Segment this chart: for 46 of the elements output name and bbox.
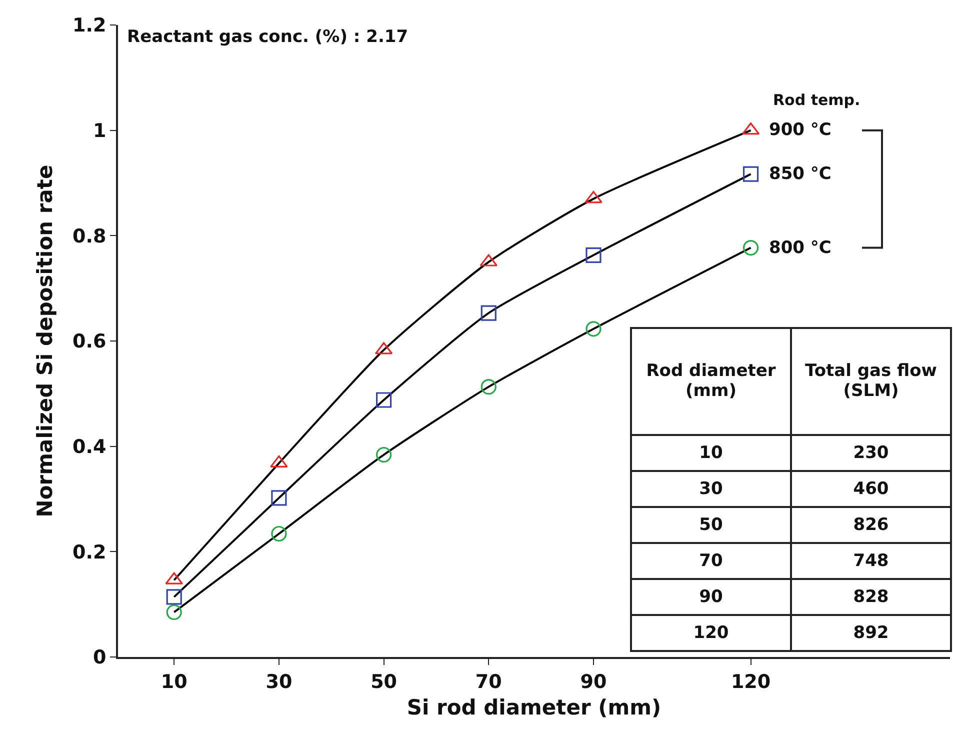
annotation: 828 bbox=[791, 579, 951, 615]
annotation: Total gas flow (SLM) bbox=[791, 328, 951, 435]
point bbox=[166, 604, 182, 620]
series-label: 900 °C bbox=[769, 120, 832, 140]
point bbox=[271, 490, 287, 506]
annotation: 892 bbox=[791, 615, 951, 651]
point bbox=[480, 305, 496, 321]
series-label: 800 °C bbox=[769, 238, 832, 258]
annotation: 50 bbox=[631, 507, 791, 543]
y-tick-label: 0.4 bbox=[72, 436, 106, 458]
y-tick-label: 0.8 bbox=[72, 225, 106, 248]
y-tick-label: 0.6 bbox=[72, 330, 106, 353]
y-tick-label: 0.2 bbox=[72, 541, 106, 564]
annotation: Rod temp. bbox=[773, 91, 860, 109]
series-label: 850 °C bbox=[769, 164, 832, 184]
point bbox=[271, 526, 287, 542]
y-tick-label: 0 bbox=[92, 646, 106, 669]
y-axis-title: Normalized Si deposition rate bbox=[33, 164, 58, 518]
x-axis-title: Si rod diameter (mm) bbox=[406, 696, 662, 720]
point bbox=[480, 379, 496, 395]
y-tick-label: 1 bbox=[92, 120, 106, 142]
annotation: 70 bbox=[631, 543, 791, 579]
annotation: 460 bbox=[791, 471, 951, 507]
annotation: Reactant gas conc. (%) : 2.17 bbox=[127, 27, 408, 47]
annotation: 30 bbox=[631, 471, 791, 507]
x-tick-label: 10 bbox=[160, 670, 188, 693]
annotation: 826 bbox=[791, 507, 951, 543]
annotation: 120 bbox=[631, 615, 791, 651]
annotation: 90 bbox=[631, 579, 791, 615]
point bbox=[376, 446, 392, 463]
x-tick-label: 50 bbox=[370, 670, 398, 693]
x-tick-label: 90 bbox=[580, 670, 607, 693]
y-tick-label: 1.2 bbox=[72, 14, 106, 37]
point bbox=[166, 589, 182, 605]
annotation: 10 bbox=[631, 435, 791, 471]
x-tick-label: 120 bbox=[730, 670, 771, 693]
annotation: 230 bbox=[791, 435, 951, 471]
x-tick-label: 70 bbox=[475, 670, 502, 693]
point bbox=[376, 392, 392, 408]
annotation: 748 bbox=[791, 543, 951, 579]
point bbox=[742, 240, 759, 256]
point bbox=[586, 321, 602, 337]
x-tick-label: 30 bbox=[266, 670, 292, 693]
point bbox=[742, 166, 759, 182]
annotation: Rod diameter (mm) bbox=[631, 328, 791, 435]
point bbox=[586, 247, 602, 263]
